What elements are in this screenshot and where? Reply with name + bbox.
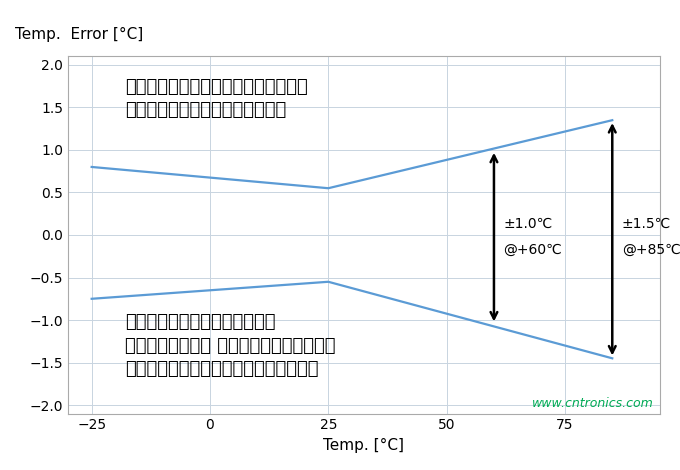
X-axis label: Temp. [°C]: Temp. [°C] [323,438,405,453]
Text: @+85℃: @+85℃ [622,243,680,257]
Text: Temp.  Error [°C]: Temp. Error [°C] [15,27,143,42]
Text: @+60℃: @+60℃ [503,243,562,257]
Text: ±1.0℃: ±1.0℃ [503,217,553,231]
Text: ±1.5℃: ±1.5℃ [622,217,671,231]
Text: www.cntronics.com: www.cntronics.com [532,397,653,410]
Text: 電子機器内部の温度を監視するには、
充分な温度測定精度が期待できる: 電子機器内部の温度を監視するには、 充分な温度測定精度が期待できる [125,78,307,119]
Text: 一般的な許容差のサーミスタと
抗抗器とを用いた シンプルな回路であり、
そのコストパフォーマンスは極めて高い: 一般的な許容差のサーミスタと 抗抗器とを用いた シンプルな回路であり、 そのコス… [125,313,335,378]
